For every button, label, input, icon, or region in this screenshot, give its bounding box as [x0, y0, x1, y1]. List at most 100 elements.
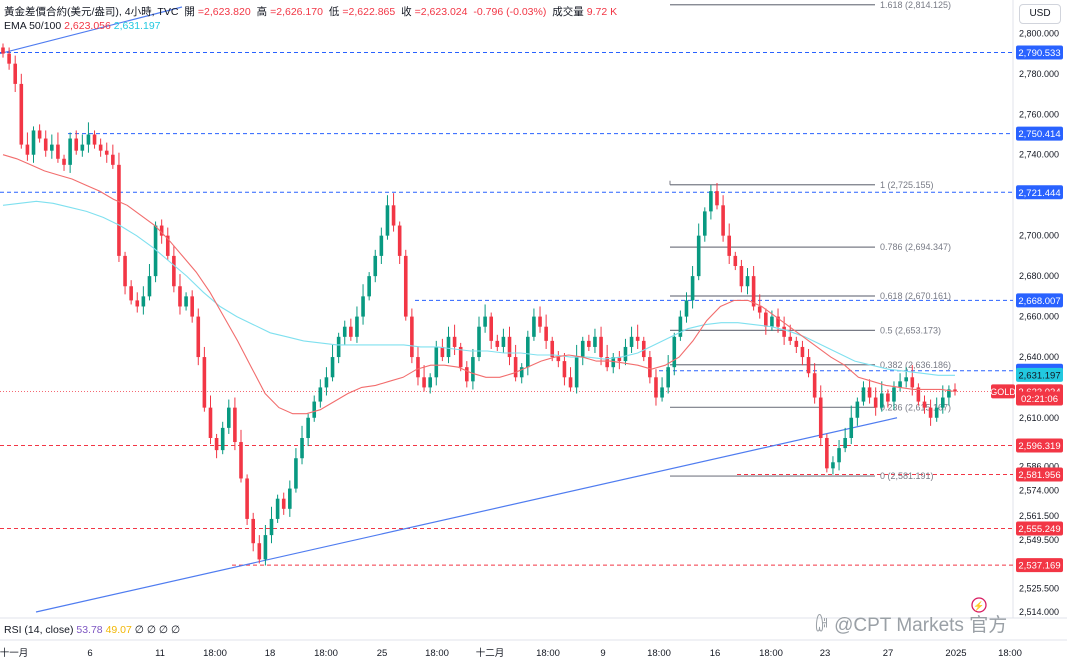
price-level-label: 2,790.533: [1018, 48, 1060, 59]
candle-body: [440, 346, 445, 358]
candle-body: [544, 326, 548, 341]
x-tick-label: 11: [155, 648, 165, 659]
candle-body: [940, 397, 945, 408]
candle-body: [764, 312, 768, 327]
candle-body: [434, 346, 439, 378]
candle-body: [269, 518, 274, 536]
candle-body: [153, 225, 158, 277]
candle-body: [635, 336, 640, 341]
candle-body: [727, 235, 732, 256]
candle-body: [288, 488, 292, 509]
candle-body: [324, 377, 329, 388]
candle-body: [916, 387, 921, 402]
x-tick-label: 16: [710, 648, 721, 659]
candle-body: [532, 316, 536, 337]
candle-body: [818, 397, 823, 438]
candle-body: [879, 393, 884, 408]
y-tick-label: 2,740.000: [1019, 150, 1059, 160]
candle-body: [330, 357, 335, 378]
candle-body: [495, 340, 500, 347]
candle-body: [86, 134, 91, 145]
candle-body: [165, 235, 170, 256]
candle-body: [715, 191, 719, 206]
y-tick-label: 2,574.000: [1019, 486, 1059, 496]
candle-body: [660, 387, 664, 398]
fib-level-label: 0.382 (2,636.186): [880, 360, 951, 370]
price-level-tag: [1016, 185, 1063, 200]
ema50-line: [2, 154, 956, 415]
candle-body: [74, 138, 79, 151]
candle-body: [281, 498, 286, 509]
candle-body: [886, 393, 890, 402]
fib-level-label: 0.618 (2,670.161): [880, 291, 951, 301]
candle-body: [666, 367, 670, 388]
y-tick-label: 2,549.500: [1019, 535, 1059, 545]
rsi-label: RSI (14, close): [4, 624, 74, 636]
symbol-tag-label: GOLD: [990, 387, 1016, 397]
candle-body: [599, 336, 603, 358]
candle-body: [275, 498, 280, 519]
candle-body: [825, 437, 829, 469]
candle-body: [62, 158, 66, 165]
candle-body: [422, 377, 426, 388]
y-tick-label: 2,800.000: [1019, 28, 1059, 38]
candle-body: [336, 336, 341, 358]
ema-label: EMA 50/100: [4, 20, 62, 32]
candle-body: [123, 255, 127, 287]
candle-body: [446, 336, 451, 358]
candle-body: [385, 205, 390, 236]
x-tick-label: 十一月: [0, 647, 28, 659]
high-label: 高: [256, 6, 268, 18]
candle-body: [349, 326, 353, 337]
y-tick-label: 2,640.000: [1019, 352, 1059, 362]
candle-body: [471, 357, 475, 382]
candle-body: [623, 346, 628, 362]
candle-body: [214, 437, 219, 451]
candle-body: [776, 316, 780, 327]
fib-level-label: 0.236 (2,615.167): [880, 402, 951, 412]
candle-body: [367, 276, 371, 297]
candle-body: [837, 448, 841, 463]
candle-body: [696, 235, 701, 277]
candle-body: [928, 407, 933, 418]
ema100-value: 2,631.197: [113, 20, 161, 32]
x-tick-label: 18: [265, 648, 276, 659]
candle-body: [641, 340, 646, 358]
watermark: ꁽ @CPT Markets 官方: [814, 615, 1008, 636]
candle-body: [379, 235, 384, 256]
candle-body: [788, 336, 793, 341]
candle-body: [226, 407, 231, 428]
ema-legend[interactable]: EMA 50/100 2,623.056 2,631.197: [4, 20, 161, 32]
candle-body: [855, 401, 860, 418]
candle-body: [947, 389, 951, 398]
volume-label: 成交量: [552, 6, 584, 18]
open-value: =2,623.820: [197, 6, 251, 18]
candle-body: [477, 326, 481, 358]
candle-body: [202, 357, 207, 408]
candle-body: [104, 150, 109, 155]
candle-body: [342, 326, 347, 337]
candle-body: [526, 336, 530, 368]
x-tick-label: 18:00: [536, 648, 560, 659]
candle-body: [538, 316, 542, 327]
candle-body: [739, 266, 744, 287]
price-level-label: 2,668.007: [1018, 296, 1060, 307]
rsi-legend[interactable]: RSI (14, close) 53.78 49.07 ∅ ∅ ∅ ∅: [4, 624, 180, 636]
x-tick-label: 18:00: [425, 648, 449, 659]
fib-level-label: 0.786 (2,694.347): [880, 242, 951, 252]
y-tick-label: 2,610.000: [1019, 413, 1059, 423]
candle-body: [812, 373, 817, 398]
x-tick-label: 18:00: [314, 648, 338, 659]
candle-body: [550, 340, 555, 358]
candle-body: [239, 442, 243, 479]
candle-body: [684, 300, 689, 317]
price-tag-label: 2,631.197: [1018, 370, 1060, 381]
price-level-tag: [1016, 293, 1063, 308]
candle-body: [751, 276, 756, 307]
candle-body: [904, 377, 908, 382]
y-tick-label: 2,680.000: [1019, 271, 1059, 281]
currency-button[interactable]: USD: [1019, 4, 1061, 24]
y-tick-label: 2,700.000: [1019, 231, 1059, 241]
candle-body: [403, 255, 408, 317]
